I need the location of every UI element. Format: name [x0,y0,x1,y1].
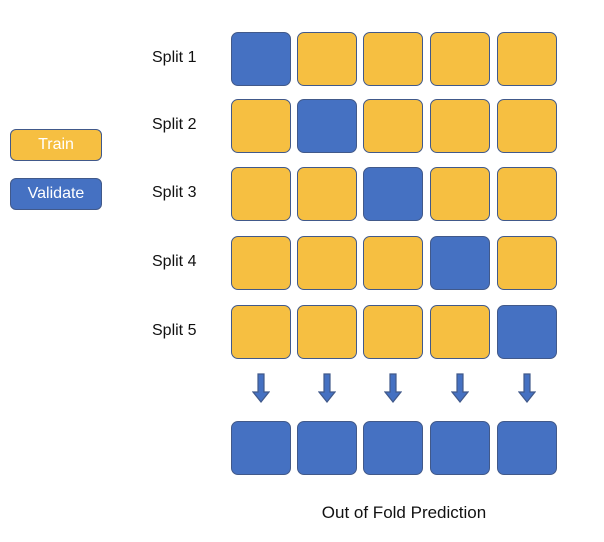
legend-train: Train [10,129,102,161]
split-label: Split 3 [152,184,197,201]
down-arrow-icon [451,373,469,403]
train-fold-cell [231,99,291,153]
train-fold-cell [363,236,423,290]
train-fold-cell [297,32,357,86]
split-label: Split 1 [152,49,197,66]
oof-prediction-cell [497,421,557,475]
train-fold-cell [363,99,423,153]
split-label: Split 5 [152,322,197,339]
legend-validate: Validate [10,178,102,210]
down-arrow-icon [518,373,536,403]
oof-prediction-cell [231,421,291,475]
train-fold-cell [430,99,490,153]
oof-prediction-cell [430,421,490,475]
oof-prediction-cell [297,421,357,475]
down-arrow-icon [318,373,336,403]
oof-prediction-cell [363,421,423,475]
train-fold-cell [297,305,357,359]
train-fold-cell [430,167,490,221]
down-arrow-icon [252,373,270,403]
train-fold-cell [430,32,490,86]
train-fold-cell [231,236,291,290]
train-fold-cell [430,305,490,359]
legend-validate-label: Validate [27,185,85,202]
train-fold-cell [497,99,557,153]
footer-label: Out of Fold Prediction [321,503,487,522]
train-fold-cell [497,236,557,290]
train-fold-cell [231,305,291,359]
train-fold-cell [363,32,423,86]
down-arrow-icon [384,373,402,403]
validate-fold-cell [297,99,357,153]
train-fold-cell [497,167,557,221]
train-fold-cell [231,167,291,221]
train-fold-cell [497,32,557,86]
split-label: Split 2 [152,116,197,133]
train-fold-cell [297,236,357,290]
legend-train-label: Train [38,136,74,153]
validate-fold-cell [430,236,490,290]
validate-fold-cell [497,305,557,359]
validate-fold-cell [231,32,291,86]
train-fold-cell [363,305,423,359]
validate-fold-cell [363,167,423,221]
train-fold-cell [297,167,357,221]
split-label: Split 4 [152,253,197,270]
